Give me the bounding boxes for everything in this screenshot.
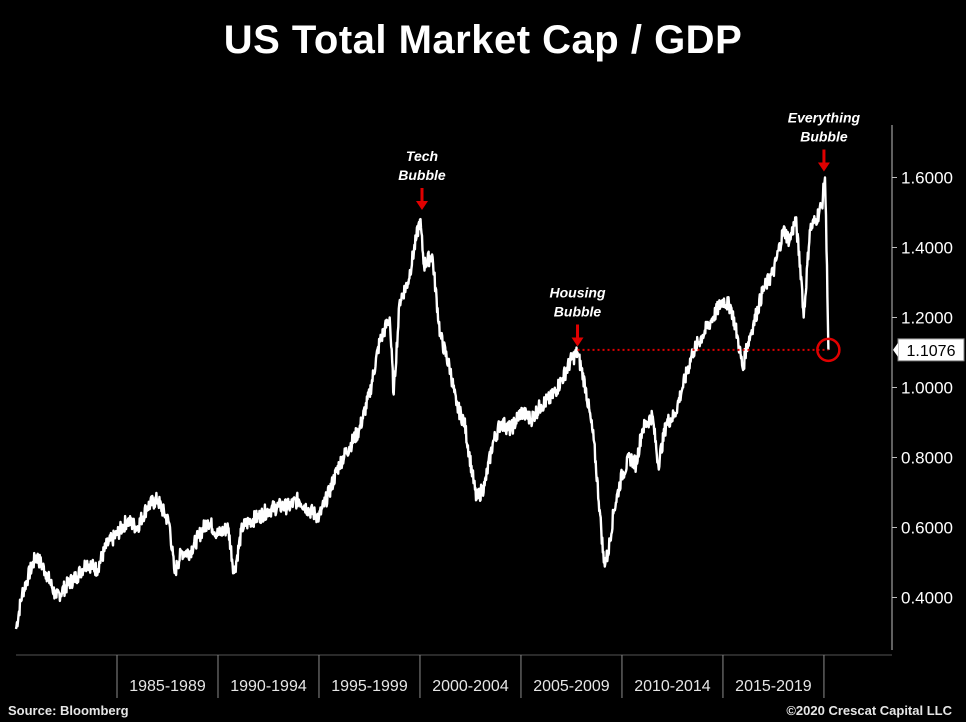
source-note: Source: Bloomberg <box>8 703 129 718</box>
current-value-label: 1.1076 <box>907 343 956 360</box>
annotation-label: Bubble <box>398 167 446 183</box>
copyright-note: ©2020 Crescat Capital LLC <box>786 703 952 718</box>
y-tick-label: 0.4000 <box>901 589 953 608</box>
annotation-arrow-head <box>817 162 830 172</box>
y-tick-label: 0.6000 <box>901 519 953 538</box>
x-tick-label: 1985-1989 <box>129 678 206 695</box>
y-tick-label: 1.4000 <box>901 239 953 258</box>
x-tick-label: 1995-1999 <box>331 678 408 695</box>
annotation-arrow-head <box>571 337 584 347</box>
y-tick-label: 0.8000 <box>901 449 953 468</box>
annotation-label: Housing <box>550 285 606 301</box>
y-tick-label: 1.2000 <box>901 309 953 328</box>
current-value-circle <box>816 337 841 363</box>
annotation-arrow-head <box>415 201 428 210</box>
market-cap-gdp-line <box>14 176 830 630</box>
series-layer <box>14 176 830 630</box>
x-tick-label: 1990-1994 <box>230 678 307 695</box>
x-tick-label: 2000-2004 <box>432 678 509 695</box>
current-value-pointer <box>893 342 898 357</box>
axes: 0.4000 0.6000 0.8000 1.0000 1.2000 1.4000 1.60… <box>16 125 953 698</box>
annotations: Tech Bubble Housing Bubble Everything Bubble 1… <box>398 110 965 363</box>
y-tick-label: 1.0000 <box>901 379 953 398</box>
annotation-label: Bubble <box>554 304 602 320</box>
x-tick-label: 2015-2019 <box>735 678 812 695</box>
x-tick-label: 2005-2009 <box>533 678 610 695</box>
annotation-label: Bubble <box>800 129 848 145</box>
chart-title: US Total Market Cap / GDP <box>223 18 743 62</box>
y-tick-label: 1.6000 <box>901 169 953 188</box>
annotation-label: Tech <box>406 148 438 164</box>
annotation-label: Everything <box>788 110 861 126</box>
x-tick-label: 2010-2014 <box>634 678 711 695</box>
